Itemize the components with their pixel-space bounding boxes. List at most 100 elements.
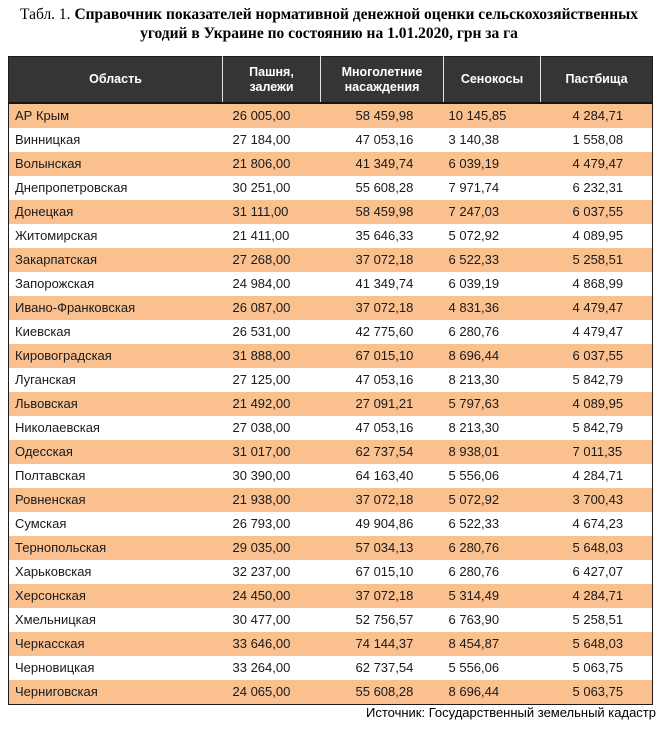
- value-cell-arable: 27 268,00: [232, 252, 291, 267]
- value-cell-hayfields: 6 280,76: [448, 564, 500, 579]
- value-cell-pastures: 4 089,95: [572, 396, 624, 411]
- table-row: Винницкая 27 184,00 47 053,16 3 140,38 1 558…: [8, 128, 653, 152]
- value-cell-perennial: 35 646,33: [355, 228, 414, 243]
- value-cell-arable: 21 938,00: [232, 492, 291, 507]
- value-cell-perennial: 55 608,28: [355, 684, 414, 699]
- region-cell: Волынская: [15, 156, 82, 171]
- value-cell-perennial: 41 349,74: [355, 156, 414, 171]
- value-cell-hayfields: 5 314,49: [448, 588, 500, 603]
- value-cell-pastures: 6 427,07: [572, 564, 624, 579]
- value-cell-arable: 30 390,00: [232, 468, 291, 483]
- value-cell-pastures: 4 284,71: [572, 588, 624, 603]
- region-cell: Луганская: [15, 372, 76, 387]
- region-cell: Кировоградская: [15, 348, 112, 363]
- value-cell-arable: 21 411,00: [232, 228, 290, 243]
- table-row: Тернопольская 29 035,00 57 034,13 6 280,76 5…: [8, 536, 653, 560]
- value-cell-arable: 24 984,00: [232, 276, 291, 291]
- region-cell: Харьковская: [15, 564, 92, 579]
- value-cell-arable: 26 087,00: [232, 300, 291, 315]
- value-cell-hayfields: 8 213,30: [448, 372, 500, 387]
- region-cell: Винницкая: [15, 132, 81, 147]
- value-cell-arable: 29 035,00: [232, 540, 291, 555]
- value-cell-pastures: 4 284,71: [572, 468, 624, 483]
- value-cell-arable: 24 450,00: [232, 588, 291, 603]
- value-cell-perennial: 55 608,28: [355, 180, 414, 195]
- region-cell: Одесская: [15, 444, 73, 459]
- value-cell-arable: 24 065,00: [232, 684, 291, 699]
- value-cell-pastures: 4 479,47: [572, 300, 624, 315]
- column-header-perennial: Многолетние насаждения: [320, 56, 444, 104]
- value-cell-arable: 27 125,00: [232, 372, 291, 387]
- value-cell-arable: 21 806,00: [232, 156, 291, 171]
- value-cell-pastures: 5 648,03: [572, 636, 624, 651]
- value-cell-pastures: 6 232,31: [572, 180, 624, 195]
- region-cell: Запорожская: [15, 276, 95, 291]
- region-cell: Донецкая: [15, 204, 74, 219]
- table-row: АР Крым 26 005,00 58 459,98 10 145,85 4 284,…: [8, 103, 653, 128]
- region-cell: Киевская: [15, 324, 71, 339]
- value-cell-hayfields: 5 072,92: [448, 228, 500, 243]
- column-header-hayfields: Сенокосы: [443, 56, 541, 104]
- value-cell-perennial: 62 737,54: [355, 660, 414, 675]
- value-cell-perennial: 47 053,16: [355, 372, 414, 387]
- value-cell-hayfields: 6 522,33: [448, 516, 500, 531]
- value-cell-perennial: 37 072,18: [355, 588, 414, 603]
- region-cell: Житомирская: [15, 228, 98, 243]
- value-cell-perennial: 62 737,54: [355, 444, 414, 459]
- value-cell-hayfields: 6 280,76: [448, 324, 500, 339]
- value-cell-pastures: 5 842,79: [572, 420, 624, 435]
- value-cell-perennial: 58 459,98: [355, 108, 414, 123]
- value-cell-hayfields: 8 696,44: [448, 348, 500, 363]
- value-cell-perennial: 67 015,10: [355, 564, 414, 579]
- value-cell-pastures: 6 037,55: [572, 204, 624, 219]
- table-row: Ровненская 21 938,00 37 072,18 5 072,92 3 70…: [8, 488, 653, 512]
- region-cell: Ровненская: [15, 492, 86, 507]
- table-caption-title-line1: Справочник показателей нормативной денеж…: [74, 6, 639, 23]
- value-cell-perennial: 74 144,37: [355, 636, 414, 651]
- value-cell-perennial: 37 072,18: [355, 492, 414, 507]
- value-cell-hayfields: 8 213,30: [448, 420, 500, 435]
- value-cell-hayfields: 5 556,06: [448, 468, 500, 483]
- value-cell-arable: 26 793,00: [232, 516, 291, 531]
- table-row: Киевская 26 531,00 42 775,60 6 280,76 4 479,…: [8, 320, 653, 344]
- value-cell-arable: 30 477,00: [232, 612, 291, 627]
- value-cell-perennial: 37 072,18: [355, 300, 414, 315]
- table-row: Запорожская 24 984,00 41 349,74 6 039,19 4 8…: [8, 272, 653, 296]
- table-row: Львовская 21 492,00 27 091,21 5 797,63 4 089…: [8, 392, 653, 416]
- table-row: Волынская 21 806,00 41 349,74 6 039,19 4 479…: [8, 152, 653, 176]
- value-cell-pastures: 5 842,79: [572, 372, 624, 387]
- value-cell-pastures: 1 558,08: [572, 132, 624, 147]
- column-header-arable: Пашня, залежи: [222, 56, 321, 104]
- value-cell-perennial: 67 015,10: [355, 348, 414, 363]
- value-cell-perennial: 42 775,60: [355, 324, 414, 339]
- table-caption-title-line2: угодий в Украине по состоянию на 1.01.20…: [140, 25, 518, 42]
- value-cell-pastures: 4 479,47: [572, 324, 624, 339]
- value-cell-arable: 27 184,00: [232, 132, 291, 147]
- region-cell: Закарпатская: [15, 252, 98, 267]
- table-row: Донецкая 31 111,00 58 459,98 7 247,03 6 037,…: [8, 200, 653, 224]
- value-cell-arable: 26 005,00: [232, 108, 291, 123]
- valuation-table: Область Пашня, залежи Многолетние насажден…: [8, 56, 653, 705]
- value-cell-hayfields: 5 797,63: [448, 396, 500, 411]
- value-cell-hayfields: 8 696,44: [448, 684, 500, 699]
- value-cell-perennial: 27 091,21: [355, 396, 414, 411]
- value-cell-perennial: 58 459,98: [355, 204, 414, 219]
- table-row: Сумская 26 793,00 49 904,86 6 522,33 4 674,2…: [8, 512, 653, 536]
- region-cell: Днепропетровская: [15, 180, 128, 195]
- value-cell-arable: 32 237,00: [232, 564, 291, 579]
- value-cell-arable: 33 264,00: [232, 660, 291, 675]
- value-cell-arable: 31 017,00: [232, 444, 291, 459]
- value-cell-arable: 27 038,00: [232, 420, 291, 435]
- value-cell-perennial: 41 349,74: [355, 276, 414, 291]
- value-cell-perennial: 47 053,16: [355, 420, 414, 435]
- value-cell-perennial: 47 053,16: [355, 132, 414, 147]
- value-cell-pastures: 5 258,51: [572, 252, 624, 267]
- value-cell-pastures: 3 700,43: [572, 492, 624, 507]
- table-row: Черкасская 33 646,00 74 144,37 8 454,87 5 64…: [8, 632, 653, 656]
- table-row: Хмельницкая 30 477,00 52 756,57 6 763,90 5 2…: [8, 608, 653, 632]
- value-cell-arable: 30 251,00: [232, 180, 291, 195]
- region-cell: Черновицкая: [15, 660, 95, 675]
- value-cell-perennial: 57 034,13: [355, 540, 414, 555]
- value-cell-pastures: 6 037,55: [572, 348, 624, 363]
- value-cell-hayfields: 3 140,38: [448, 132, 500, 147]
